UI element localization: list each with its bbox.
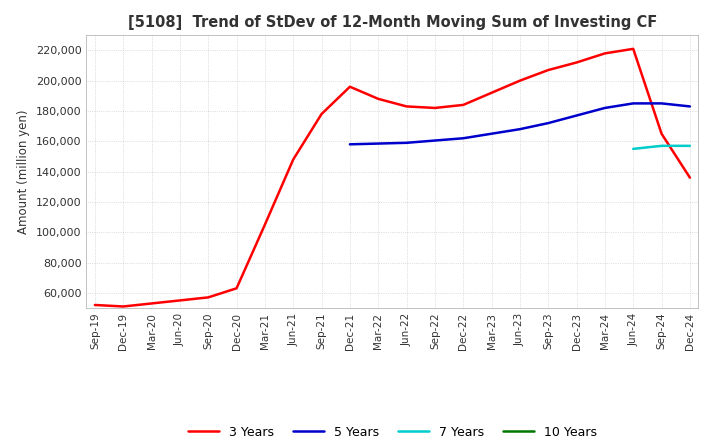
5 Years <box>516 127 524 132</box>
5 Years <box>402 140 411 146</box>
3 Years <box>289 157 297 162</box>
3 Years <box>261 222 269 227</box>
5 Years <box>685 104 694 109</box>
Title: [5108]  Trend of StDev of 12-Month Moving Sum of Investing CF: [5108] Trend of StDev of 12-Month Moving… <box>127 15 657 30</box>
5 Years <box>346 142 354 147</box>
3 Years <box>516 78 524 83</box>
Line: 7 Years: 7 Years <box>633 146 690 149</box>
5 Years <box>487 131 496 136</box>
5 Years <box>629 101 637 106</box>
7 Years <box>685 143 694 148</box>
3 Years <box>487 90 496 95</box>
3 Years <box>346 84 354 89</box>
3 Years <box>318 111 326 117</box>
3 Years <box>176 298 184 303</box>
5 Years <box>431 138 439 143</box>
3 Years <box>374 96 382 102</box>
3 Years <box>629 46 637 51</box>
3 Years <box>657 131 666 136</box>
3 Years <box>685 175 694 180</box>
3 Years <box>91 302 99 308</box>
3 Years <box>233 286 241 291</box>
Y-axis label: Amount (million yen): Amount (million yen) <box>17 110 30 234</box>
3 Years <box>572 60 581 65</box>
3 Years <box>431 105 439 110</box>
5 Years <box>572 113 581 118</box>
3 Years <box>402 104 411 109</box>
5 Years <box>600 105 609 110</box>
3 Years <box>204 295 212 300</box>
5 Years <box>544 121 552 126</box>
5 Years <box>374 141 382 146</box>
3 Years <box>600 51 609 56</box>
7 Years <box>629 146 637 151</box>
Line: 5 Years: 5 Years <box>350 103 690 144</box>
3 Years <box>459 102 467 107</box>
3 Years <box>544 67 552 73</box>
5 Years <box>657 101 666 106</box>
Line: 3 Years: 3 Years <box>95 49 690 307</box>
5 Years <box>459 136 467 141</box>
7 Years <box>657 143 666 148</box>
3 Years <box>148 301 156 306</box>
3 Years <box>119 304 127 309</box>
Legend: 3 Years, 5 Years, 7 Years, 10 Years: 3 Years, 5 Years, 7 Years, 10 Years <box>183 421 602 440</box>
